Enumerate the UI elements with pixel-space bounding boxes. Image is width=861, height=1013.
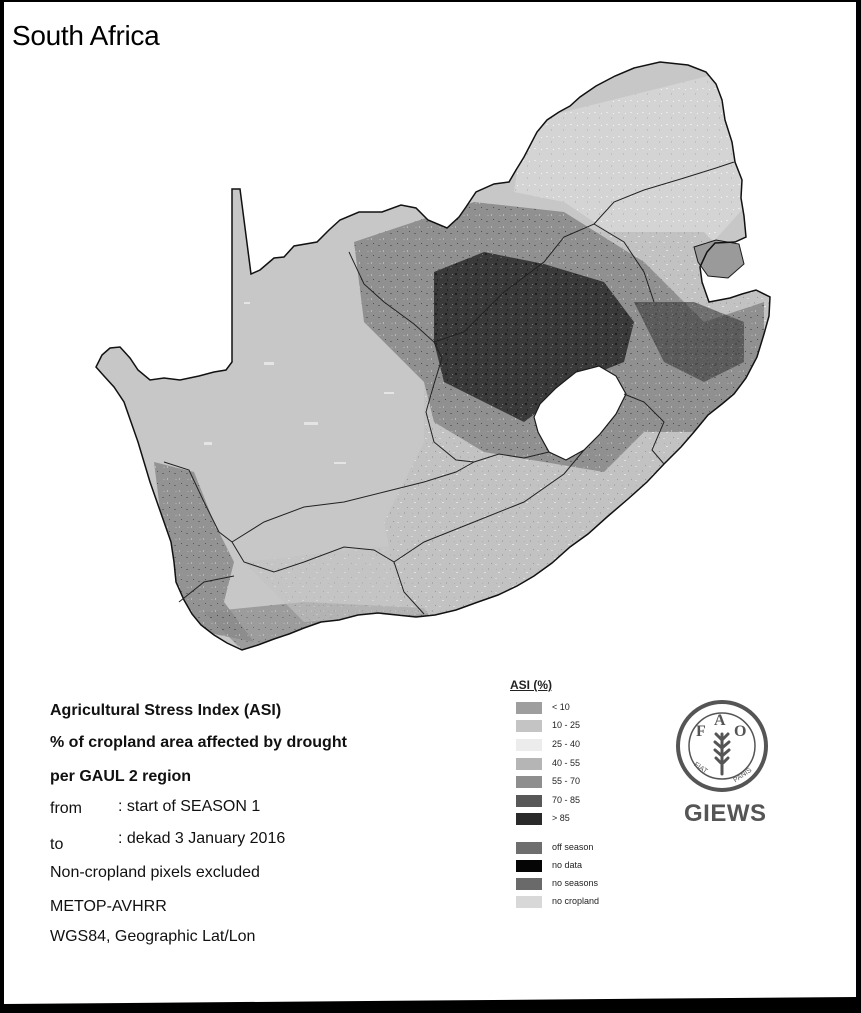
legend-label: 55 - 70	[552, 776, 581, 786]
legend-label: no seasons	[552, 878, 599, 888]
from-value: : start of SEASON 1	[118, 798, 261, 815]
legend-label: off season	[552, 842, 594, 852]
lesotho-enclave	[533, 365, 627, 461]
from-label: from	[50, 800, 82, 817]
legend-swatch	[516, 813, 542, 825]
exclusion-note: Non-cropland pixels excluded	[50, 864, 260, 881]
legend-swatch-other	[516, 842, 542, 854]
legend-title: ASI (%)	[510, 678, 552, 692]
legend-label: no data	[552, 860, 583, 870]
fao-motto-left: FIAT	[692, 761, 709, 776]
legend-swatch-other	[516, 860, 542, 872]
map-title: South Africa	[12, 20, 160, 51]
legend-swatch	[516, 776, 542, 788]
legend-swatch	[516, 720, 542, 732]
province-boundaries	[163, 161, 735, 615]
legend-label: 40 - 55	[552, 758, 581, 768]
legend-swatch-other	[516, 896, 542, 908]
legend-label: > 85	[552, 813, 570, 823]
legend-label: < 10	[552, 702, 570, 712]
legend-swatch	[516, 795, 542, 807]
fao-logo-icon: F A O FIAT PANIS	[676, 700, 768, 792]
index-name: Agricultural Stress Index (ASI)	[50, 702, 282, 719]
to-label: to	[50, 836, 64, 853]
western-light-patches	[204, 302, 394, 464]
giews-brand: GIEWS	[684, 800, 767, 827]
fao-letter-f: F	[696, 723, 706, 740]
index-description: % of cropland area affected by drought	[50, 734, 347, 751]
legend-swatch	[516, 702, 542, 714]
south-africa-map	[95, 61, 771, 651]
legend-label: 25 - 40	[552, 739, 581, 749]
fao-letter-o: O	[734, 723, 746, 740]
legend-label: 70 - 85	[552, 795, 581, 805]
eswatini-enclave	[693, 239, 745, 279]
sensor-name: METOP-AVHRR	[50, 898, 167, 915]
legend-swatch	[516, 758, 542, 770]
fao-letter-a: A	[714, 712, 726, 729]
legend-swatch-other	[516, 878, 542, 890]
legend-label: 10 - 25	[552, 720, 581, 730]
map-sheet: South Africa	[4, 2, 856, 1004]
projection-note: WGS84, Geographic Lat/Lon	[50, 928, 256, 945]
to-value: : dekad 3 January 2016	[118, 830, 286, 847]
legend-label: no cropland	[552, 896, 600, 906]
legend-swatch	[516, 739, 542, 751]
region-level: per GAUL 2 region	[50, 768, 192, 785]
